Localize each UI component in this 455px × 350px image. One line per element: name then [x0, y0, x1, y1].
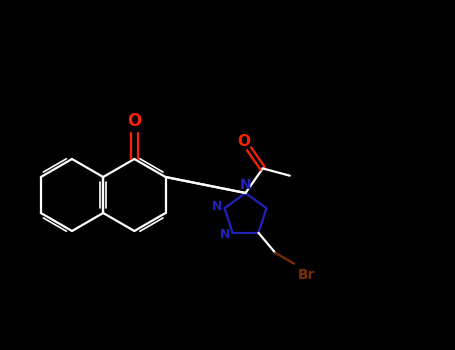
- Text: O: O: [127, 112, 142, 130]
- Text: Br: Br: [298, 268, 316, 282]
- Text: N: N: [219, 228, 230, 241]
- Text: N: N: [212, 200, 222, 213]
- Text: O: O: [238, 134, 251, 149]
- Text: N: N: [240, 178, 251, 192]
